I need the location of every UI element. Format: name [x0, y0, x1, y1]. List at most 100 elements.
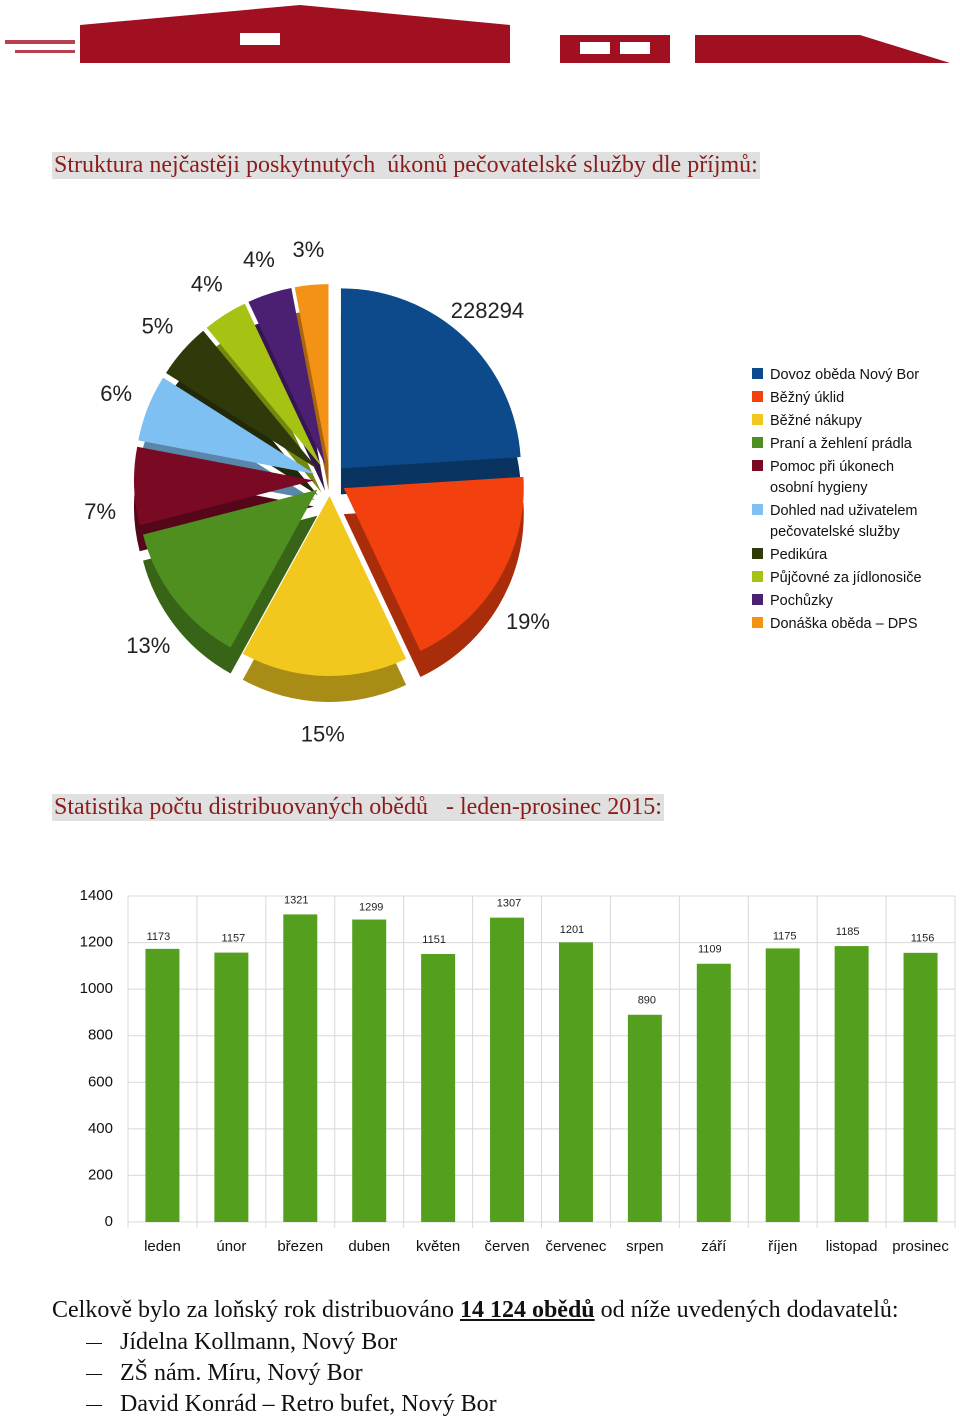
item-text: Jídelna Kollmann, Nový Bor [120, 1329, 398, 1355]
legend-item: Běžné nákupy [752, 411, 932, 432]
bullet [86, 1342, 102, 1344]
data-label: 1157 [222, 932, 246, 944]
x-tick-label: leden [144, 1238, 181, 1255]
legend-label: Donáška oběda – DPS [770, 616, 918, 632]
slice [242, 495, 407, 676]
y-tick-label: 400 [88, 1120, 113, 1137]
legend-swatch [752, 368, 763, 379]
legend-label: Běžný úklid [770, 390, 845, 406]
data-label: 4% [191, 272, 223, 297]
data-label: 13% [126, 633, 170, 658]
banner [80, 25, 510, 63]
heading: Struktura nejčastěji poskytnutých úkonů … [52, 152, 760, 179]
bar [696, 963, 731, 1222]
legend-item: Donáška oběda – DPS [752, 614, 932, 635]
bar [214, 952, 249, 1222]
slice [206, 303, 322, 467]
legend-label: Dovoz oběda Nový Bor [770, 367, 920, 383]
list-item: ZŠ nám. Míru, Nový Bor [86, 1360, 363, 1387]
bar [490, 917, 525, 1222]
text: od níže uvedených dodavatelů: [594, 1297, 899, 1323]
stripe [15, 50, 75, 53]
legend-swatch [752, 617, 763, 628]
data-label: 7% [84, 499, 116, 524]
list-item: David Konrád – Retro bufet, Nový Bor [86, 1391, 497, 1418]
x-tick-label: duben [348, 1238, 390, 1255]
slice [343, 476, 524, 652]
y-tick-label: 600 [88, 1073, 113, 1090]
bar [283, 914, 318, 1222]
summary: Celkově bylo za loňský rok distribuováno… [52, 1297, 899, 1324]
data-label: 1307 [497, 898, 521, 910]
x-tick-label: říjen [768, 1238, 797, 1255]
item-text: David Konrád – Retro bufet, Nový Bor [120, 1391, 497, 1417]
x-tick-label: listopad [826, 1238, 878, 1255]
data-label: 1299 [359, 901, 383, 913]
bar [145, 948, 180, 1222]
window [620, 42, 650, 54]
legend-swatch [752, 548, 763, 559]
data-label: 1321 [284, 894, 308, 906]
legend-item: Běžný úklid [752, 388, 932, 409]
x-tick-label: červen [485, 1238, 530, 1255]
bar-chart: 0 200 400 600 800 1000 1200 1400 1173 leden 1157 ún… [80, 887, 956, 1255]
data-label: 19% [506, 609, 550, 634]
y-tick-label: 1200 [80, 934, 113, 951]
data-label: 15% [301, 722, 345, 747]
y-tick-label: 1400 [80, 887, 113, 904]
data-label: 1156 [911, 933, 935, 945]
data-label: 1185 [836, 926, 860, 938]
legend-item: Pochůzky [752, 591, 932, 612]
legend-swatch [752, 504, 763, 515]
data-label: 228294 [451, 298, 524, 323]
slice [166, 330, 318, 470]
bar [627, 1014, 662, 1222]
legend-label: Pomoc při úkonech osobní hygieny [770, 459, 895, 496]
data-label: 3% [292, 240, 324, 262]
x-tick-label: prosinec [892, 1238, 949, 1255]
legend-item: Pomoc při úkonech osobní hygieny [752, 457, 932, 499]
legend-item: Praní a žehlení prádla [752, 434, 932, 455]
x-tick-label: červenec [546, 1238, 607, 1255]
legend: Dovoz oběda Nový Bor Běžný úklid Běžné nák… [752, 365, 932, 637]
list-item: Jídelna Kollmann, Nový Bor [86, 1329, 397, 1356]
window [240, 33, 280, 45]
legend-label: Půjčovné za jídlonosiče [770, 570, 922, 586]
legend-item: Půjčovné za jídlonosiče [752, 568, 932, 589]
slice [294, 284, 329, 465]
bar [421, 953, 456, 1222]
legend-swatch [752, 571, 763, 582]
legend-swatch [752, 437, 763, 448]
legend-swatch [752, 594, 763, 605]
x-tick-label: březen [277, 1238, 323, 1255]
legend-label: Pedikúra [770, 547, 828, 563]
slice [248, 287, 326, 465]
roof [695, 35, 950, 63]
data-label: 1175 [773, 930, 797, 942]
bar [903, 952, 938, 1222]
legend-label: Praní a žehlení prádla [770, 436, 912, 452]
y-tick-label: 200 [88, 1166, 113, 1183]
y-tick-label: 0 [105, 1213, 113, 1230]
bullet [86, 1404, 102, 1406]
slice [340, 288, 521, 469]
bar [558, 942, 593, 1222]
data-label: 1201 [560, 924, 584, 936]
legend-item: Pedikúra [752, 545, 932, 566]
slice [143, 489, 318, 648]
data-label: 4% [243, 247, 275, 272]
text: Celkově bylo za loňský rok distribuováno [52, 1297, 460, 1323]
y-tick-label: 1000 [80, 980, 113, 997]
roof [80, 5, 510, 25]
item-text: ZŠ nám. Míru, Nový Bor [120, 1360, 363, 1386]
legend-label: Dohled nad uživatelem pečovatelské služb… [770, 503, 918, 540]
data-label: 5% [142, 314, 174, 339]
banner [560, 35, 670, 63]
header-graphic [5, 5, 950, 63]
y-tick-label: 800 [88, 1027, 113, 1044]
pie-chart: 228294 19% 15% 13% 7% 6% 5% 4% 4% 3% [84, 240, 550, 747]
x-tick-label: květen [416, 1238, 460, 1255]
slice [138, 377, 316, 475]
bar [834, 946, 869, 1222]
